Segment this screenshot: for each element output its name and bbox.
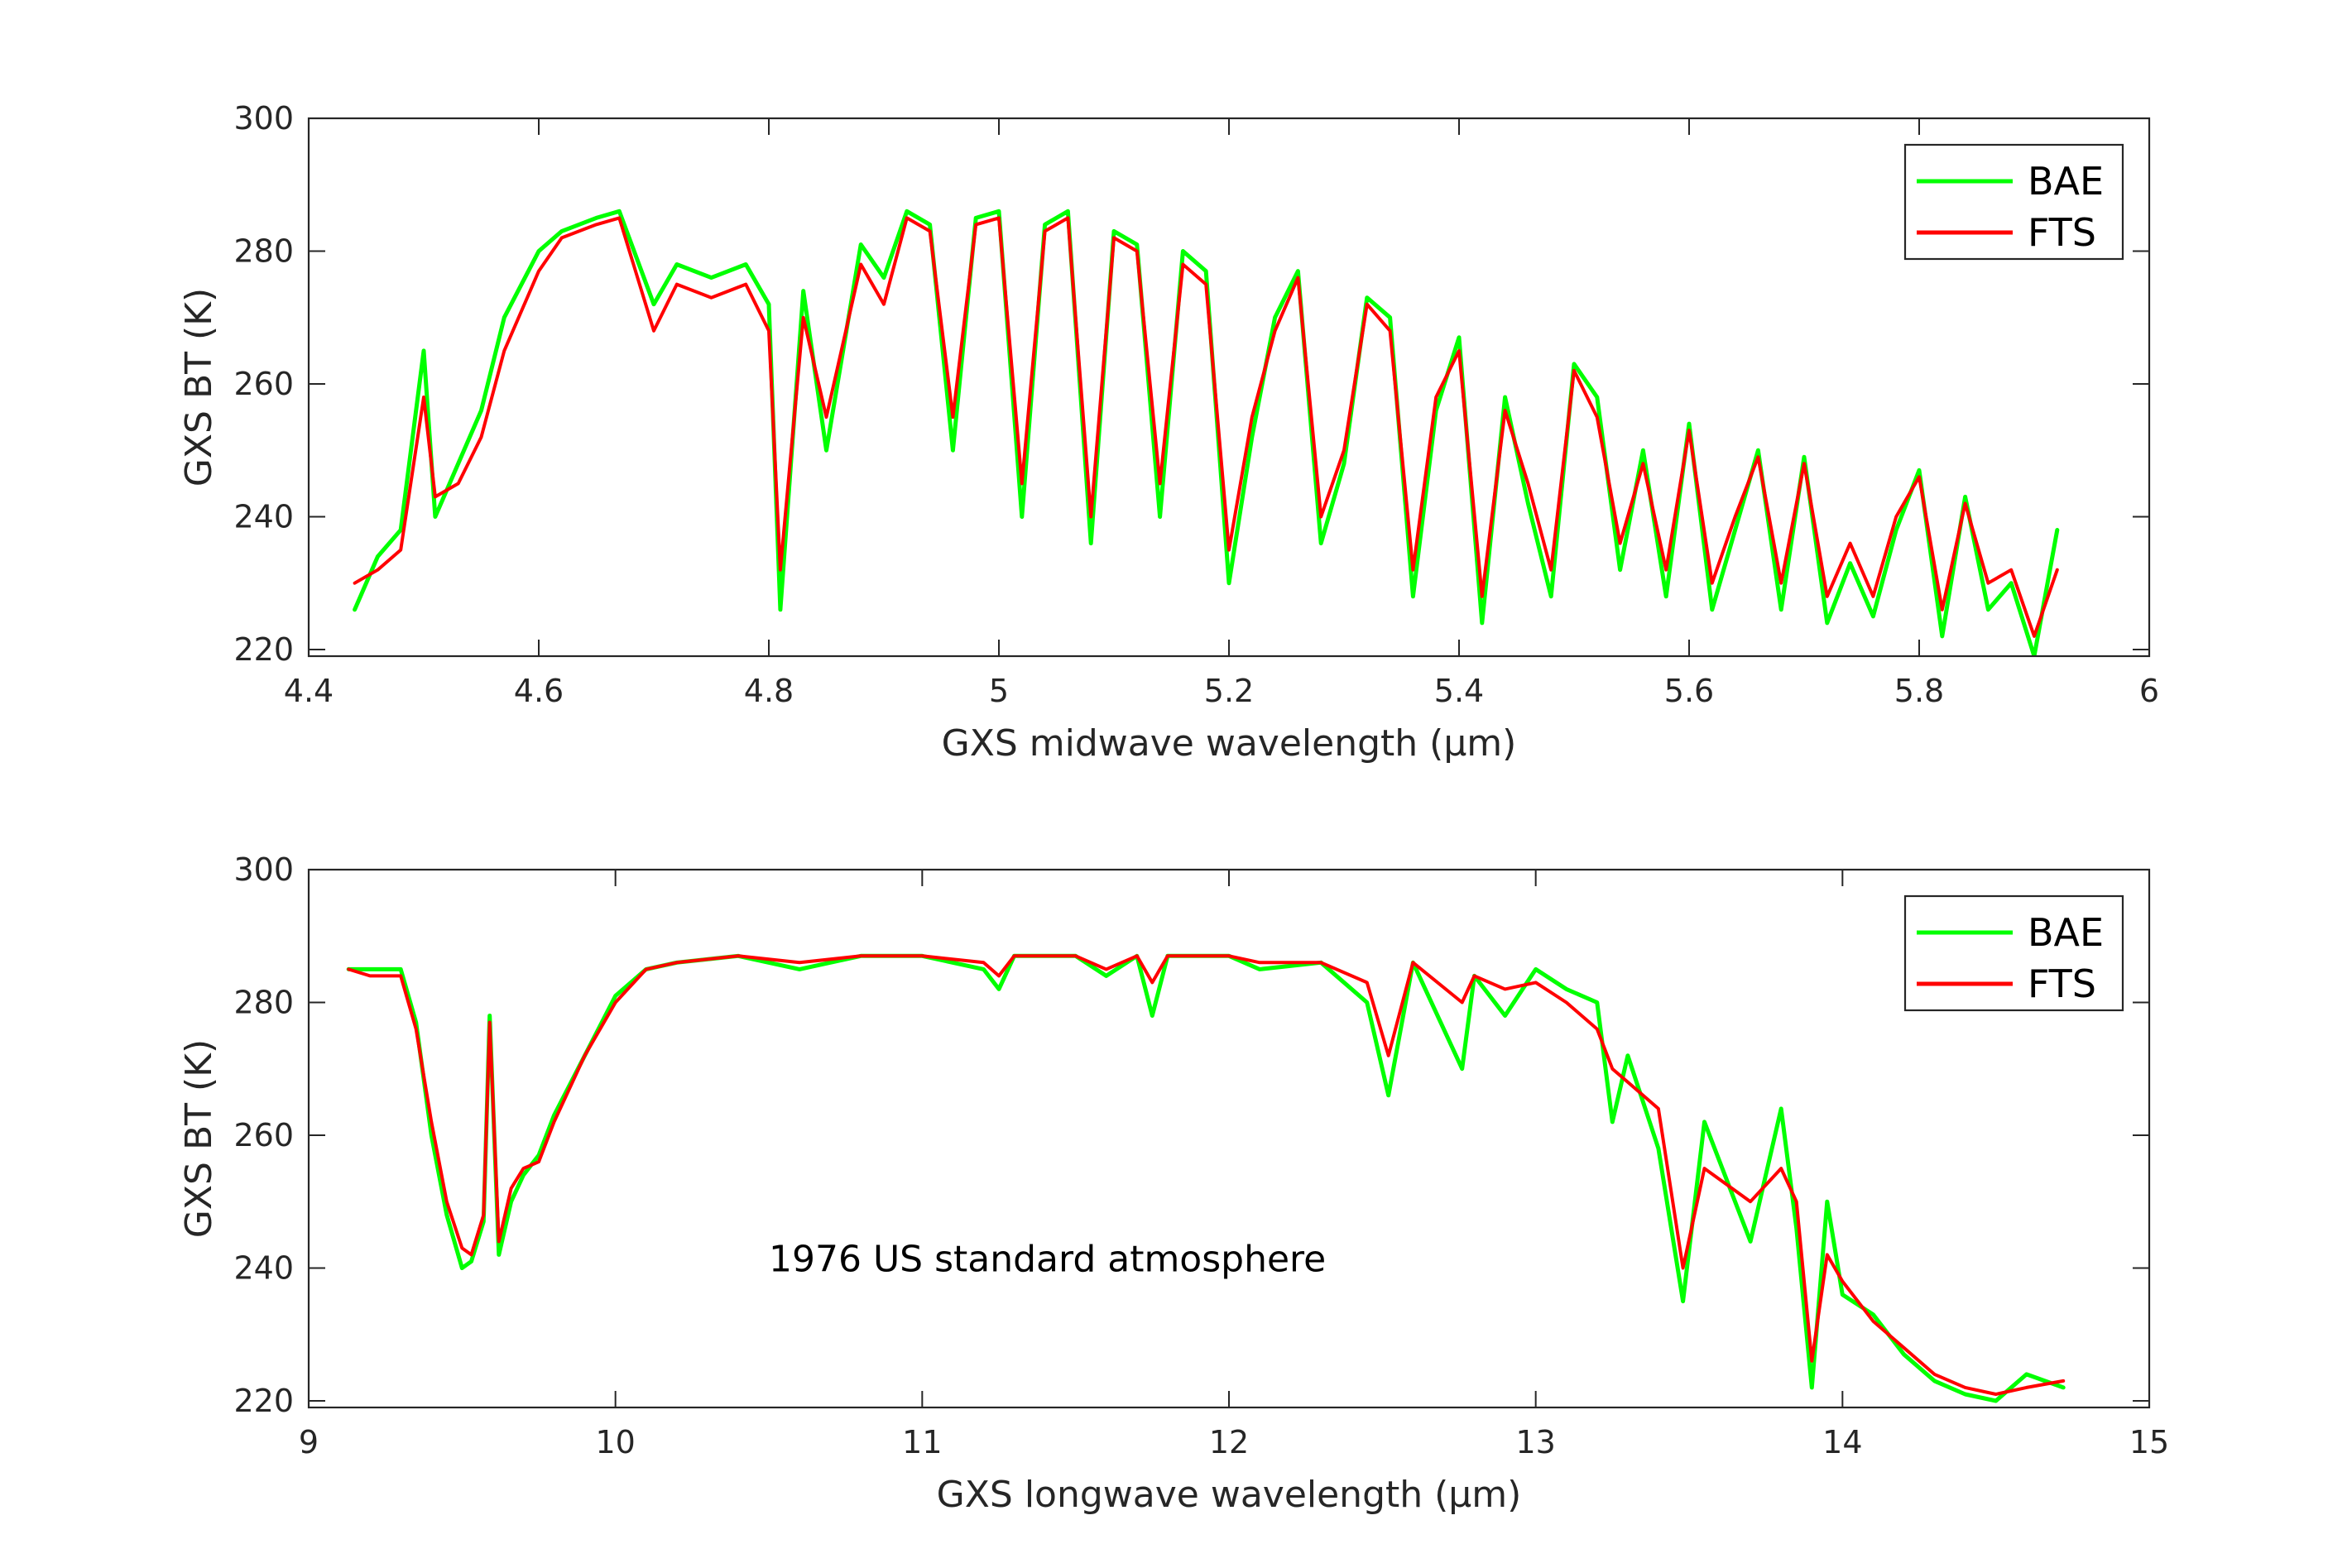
x-tick-label: 5.4 <box>1434 673 1484 709</box>
y-tick-label: 220 <box>233 631 294 668</box>
legend-label-bae: BAE <box>2028 159 2104 204</box>
x-tick-label: 5.2 <box>1204 673 1254 709</box>
x-tick-label: 15 <box>2129 1424 2169 1460</box>
x-tick-label: 6 <box>2139 673 2159 709</box>
y-tick-label: 300 <box>233 851 294 888</box>
series-line-bae <box>346 953 2066 1403</box>
y-tick-label: 280 <box>233 984 294 1020</box>
y-tick-label: 220 <box>233 1383 294 1419</box>
legend-label-fts: FTS <box>2028 961 2096 1006</box>
y-axis-label: GXS BT (K) <box>178 1039 220 1238</box>
y-tick-label: 260 <box>233 1117 294 1153</box>
y-tick-label: 240 <box>233 498 294 535</box>
series-line-fts <box>347 954 2066 1396</box>
x-tick-label: 5.8 <box>1894 673 1944 709</box>
x-tick-label: 14 <box>1822 1424 1862 1460</box>
axes-frame <box>307 868 2151 1409</box>
legend-box <box>1903 894 2124 1012</box>
legend-label-fts: FTS <box>2028 210 2096 255</box>
midwave-panel: 4.4 4.6 4.8 5 5.2 5.4 5.6 5.8 6 220 240 260 280 300 GX… <box>178 100 2159 765</box>
x-tick-label: 5.6 <box>1664 673 1714 709</box>
series-line-bae <box>353 209 2060 656</box>
y-tick-label: 300 <box>233 100 294 137</box>
x-tick-label: 13 <box>1515 1424 1555 1460</box>
series-line-fts <box>353 216 2059 638</box>
x-tick-label: 12 <box>1209 1424 1249 1460</box>
x-tick-label: 11 <box>902 1424 942 1460</box>
y-tick-label: 280 <box>233 233 294 269</box>
x-tick-label: 4.8 <box>744 673 794 709</box>
y-axis-label: GXS BT (K) <box>178 288 220 487</box>
x-axis-label: GXS longwave wavelength (μm) <box>937 1474 1522 1516</box>
y-tick-label: 240 <box>233 1249 294 1286</box>
y-tick-label: 260 <box>233 366 294 402</box>
x-tick-label: 5 <box>989 673 1009 709</box>
x-tick-label: 4.6 <box>514 673 564 709</box>
legend-label-bae: BAE <box>2028 910 2104 955</box>
x-tick-label: 9 <box>299 1424 319 1460</box>
x-tick-label: 10 <box>595 1424 635 1460</box>
x-axis-label: GXS midwave wavelength (μm) <box>942 722 1517 765</box>
chart-annotation: 1976 US standard atmosphere <box>769 1238 1326 1280</box>
legend-box <box>1903 143 2124 261</box>
x-tick-label: 4.4 <box>284 673 334 709</box>
longwave-panel: 9 10 11 12 13 14 15 220 240 260 280 300 GXS longwave… <box>178 851 2169 1516</box>
